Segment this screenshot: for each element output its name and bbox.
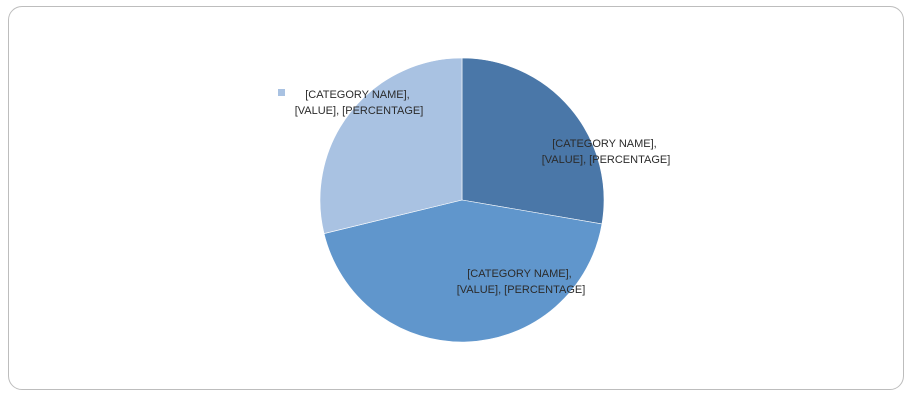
slice-label-2-line1: [CATEGORY NAME],: [467, 268, 572, 280]
slice-label-3-line2: [VALUE], [PERCENTAGE]: [295, 105, 424, 117]
pie-slice-2: [323, 199, 603, 343]
pie-slices: [319, 57, 605, 343]
slice-label-3: [CATEGORY NAME], [VALUE], [PERCENTAGE]: [295, 89, 424, 117]
pie-slice-1: [461, 57, 605, 225]
pie-slice-3: [319, 57, 463, 234]
slice-label-1-line1: [CATEGORY NAME],: [552, 138, 657, 150]
slice-label-1: [CATEGORY NAME], [VALUE], [PERCENTAGE]: [542, 138, 671, 166]
slice-label-1-line2: [VALUE], [PERCENTAGE]: [542, 154, 671, 166]
slice-label-2-line2: [VALUE], [PERCENTAGE]: [457, 284, 586, 296]
slice-label-2: [CATEGORY NAME], [VALUE], [PERCENTAGE]: [457, 268, 586, 296]
slice-label-3-line1: [CATEGORY NAME],: [305, 89, 410, 101]
legend-marker: [278, 89, 285, 96]
